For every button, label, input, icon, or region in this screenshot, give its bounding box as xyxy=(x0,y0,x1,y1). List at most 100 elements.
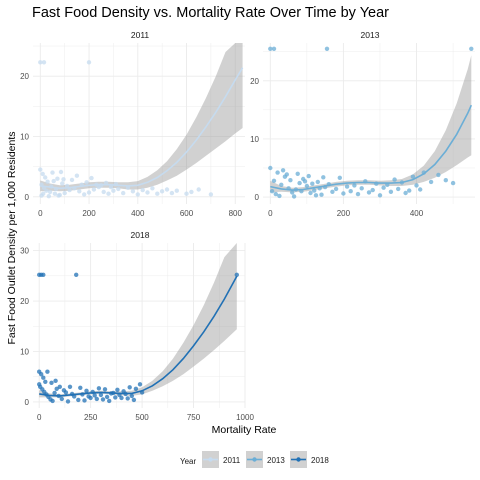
y-tick-label: 20 xyxy=(250,77,259,86)
gridlines xyxy=(263,43,475,204)
y-tick-label: 0 xyxy=(255,193,260,202)
data-point xyxy=(111,188,116,193)
data-point xyxy=(92,393,97,398)
data-point xyxy=(370,187,375,193)
data-point xyxy=(119,395,124,401)
data-point xyxy=(56,193,61,198)
x-tick-label: 250 xyxy=(84,413,98,422)
data-point xyxy=(150,186,155,191)
data-point xyxy=(321,175,326,180)
data-point xyxy=(38,167,43,172)
x-tick-label: 400 xyxy=(131,209,145,218)
data-point xyxy=(333,186,339,192)
data-point xyxy=(91,187,97,192)
data-point xyxy=(129,393,134,399)
data-point xyxy=(428,179,434,185)
x-tick-label: 800 xyxy=(229,209,243,218)
confidence-band xyxy=(39,243,237,398)
data-point xyxy=(86,394,91,399)
x-axis-title: Mortality Rate xyxy=(212,424,277,436)
data-point xyxy=(184,191,189,196)
data-point xyxy=(82,398,87,403)
data-point xyxy=(61,177,66,182)
data-point xyxy=(312,188,317,193)
data-point xyxy=(290,190,295,195)
y-tick-label: 20 xyxy=(20,297,29,306)
data-point xyxy=(348,189,353,194)
data-point xyxy=(46,194,51,199)
data-point xyxy=(302,179,308,184)
chart-title: Fast Food Density vs. Mortality Rate Ove… xyxy=(32,5,389,21)
gridlines xyxy=(33,243,246,408)
data-point xyxy=(69,177,75,183)
data-point xyxy=(271,178,277,183)
x-tick-label: 0 xyxy=(37,413,42,422)
data-point xyxy=(133,386,139,391)
data-point xyxy=(102,387,108,392)
data-point xyxy=(116,186,121,192)
data-point xyxy=(315,179,320,185)
fit-line xyxy=(39,275,238,397)
data-point xyxy=(388,189,394,194)
data-point xyxy=(101,189,106,195)
data-point xyxy=(337,175,342,180)
data-point xyxy=(418,187,423,192)
data-point xyxy=(469,46,474,51)
data-point xyxy=(359,186,364,191)
data-point xyxy=(86,190,92,195)
data-point xyxy=(295,171,300,176)
panel-2018: 2018 0 250 500 750 1000 0 10 20 30 xyxy=(20,230,254,422)
data-point xyxy=(291,194,297,199)
data-point xyxy=(407,188,412,193)
data-point xyxy=(443,178,448,183)
data-point xyxy=(89,175,94,181)
data-point xyxy=(84,180,89,185)
data-point xyxy=(55,176,60,181)
data-point xyxy=(288,178,293,183)
data-point xyxy=(115,387,120,392)
data-point xyxy=(208,192,214,197)
data-point xyxy=(268,46,273,51)
data-point xyxy=(125,396,130,401)
data-point xyxy=(51,178,56,184)
y-axis-title: Fast Food Outlet Density per 1,000 Resid… xyxy=(6,131,18,344)
data-point xyxy=(273,191,278,197)
data-point xyxy=(45,369,50,374)
data-point xyxy=(284,172,289,177)
data-point xyxy=(313,193,319,198)
x-tick-label: 750 xyxy=(187,413,201,422)
y-tick-label: 10 xyxy=(250,135,259,144)
data-point xyxy=(344,184,350,189)
panel-strip-label: 2011 xyxy=(131,30,150,40)
fit-line xyxy=(40,67,244,190)
data-point xyxy=(130,189,136,194)
data-point xyxy=(140,187,145,193)
data-point xyxy=(50,398,55,404)
data-point xyxy=(60,181,65,186)
data-point xyxy=(381,185,386,190)
data-point xyxy=(127,385,132,390)
data-point xyxy=(44,188,49,193)
data-point xyxy=(450,180,456,186)
data-point xyxy=(49,380,54,385)
data-point xyxy=(135,192,140,197)
legend-entry-label: 2013 xyxy=(267,456,285,465)
data-point xyxy=(352,183,357,188)
panel-2013: 2013 0 200 400 0 10 20 xyxy=(250,30,475,218)
data-point xyxy=(279,182,284,187)
x-tick-label: 0 xyxy=(268,209,273,218)
legend: Year 2011 2013 2018 xyxy=(180,451,329,468)
data-point xyxy=(100,397,106,402)
data-point xyxy=(47,189,53,195)
data-point xyxy=(98,392,104,398)
legend-key-point xyxy=(208,457,213,462)
data-point xyxy=(269,189,275,194)
y-tick-label: 0 xyxy=(25,193,30,202)
legend-title: Year xyxy=(180,457,197,466)
legend-key-point xyxy=(252,457,257,462)
data-point xyxy=(41,375,46,380)
data-point xyxy=(57,384,62,389)
data-point xyxy=(377,193,383,198)
data-point xyxy=(39,372,44,377)
data-point xyxy=(113,395,118,400)
